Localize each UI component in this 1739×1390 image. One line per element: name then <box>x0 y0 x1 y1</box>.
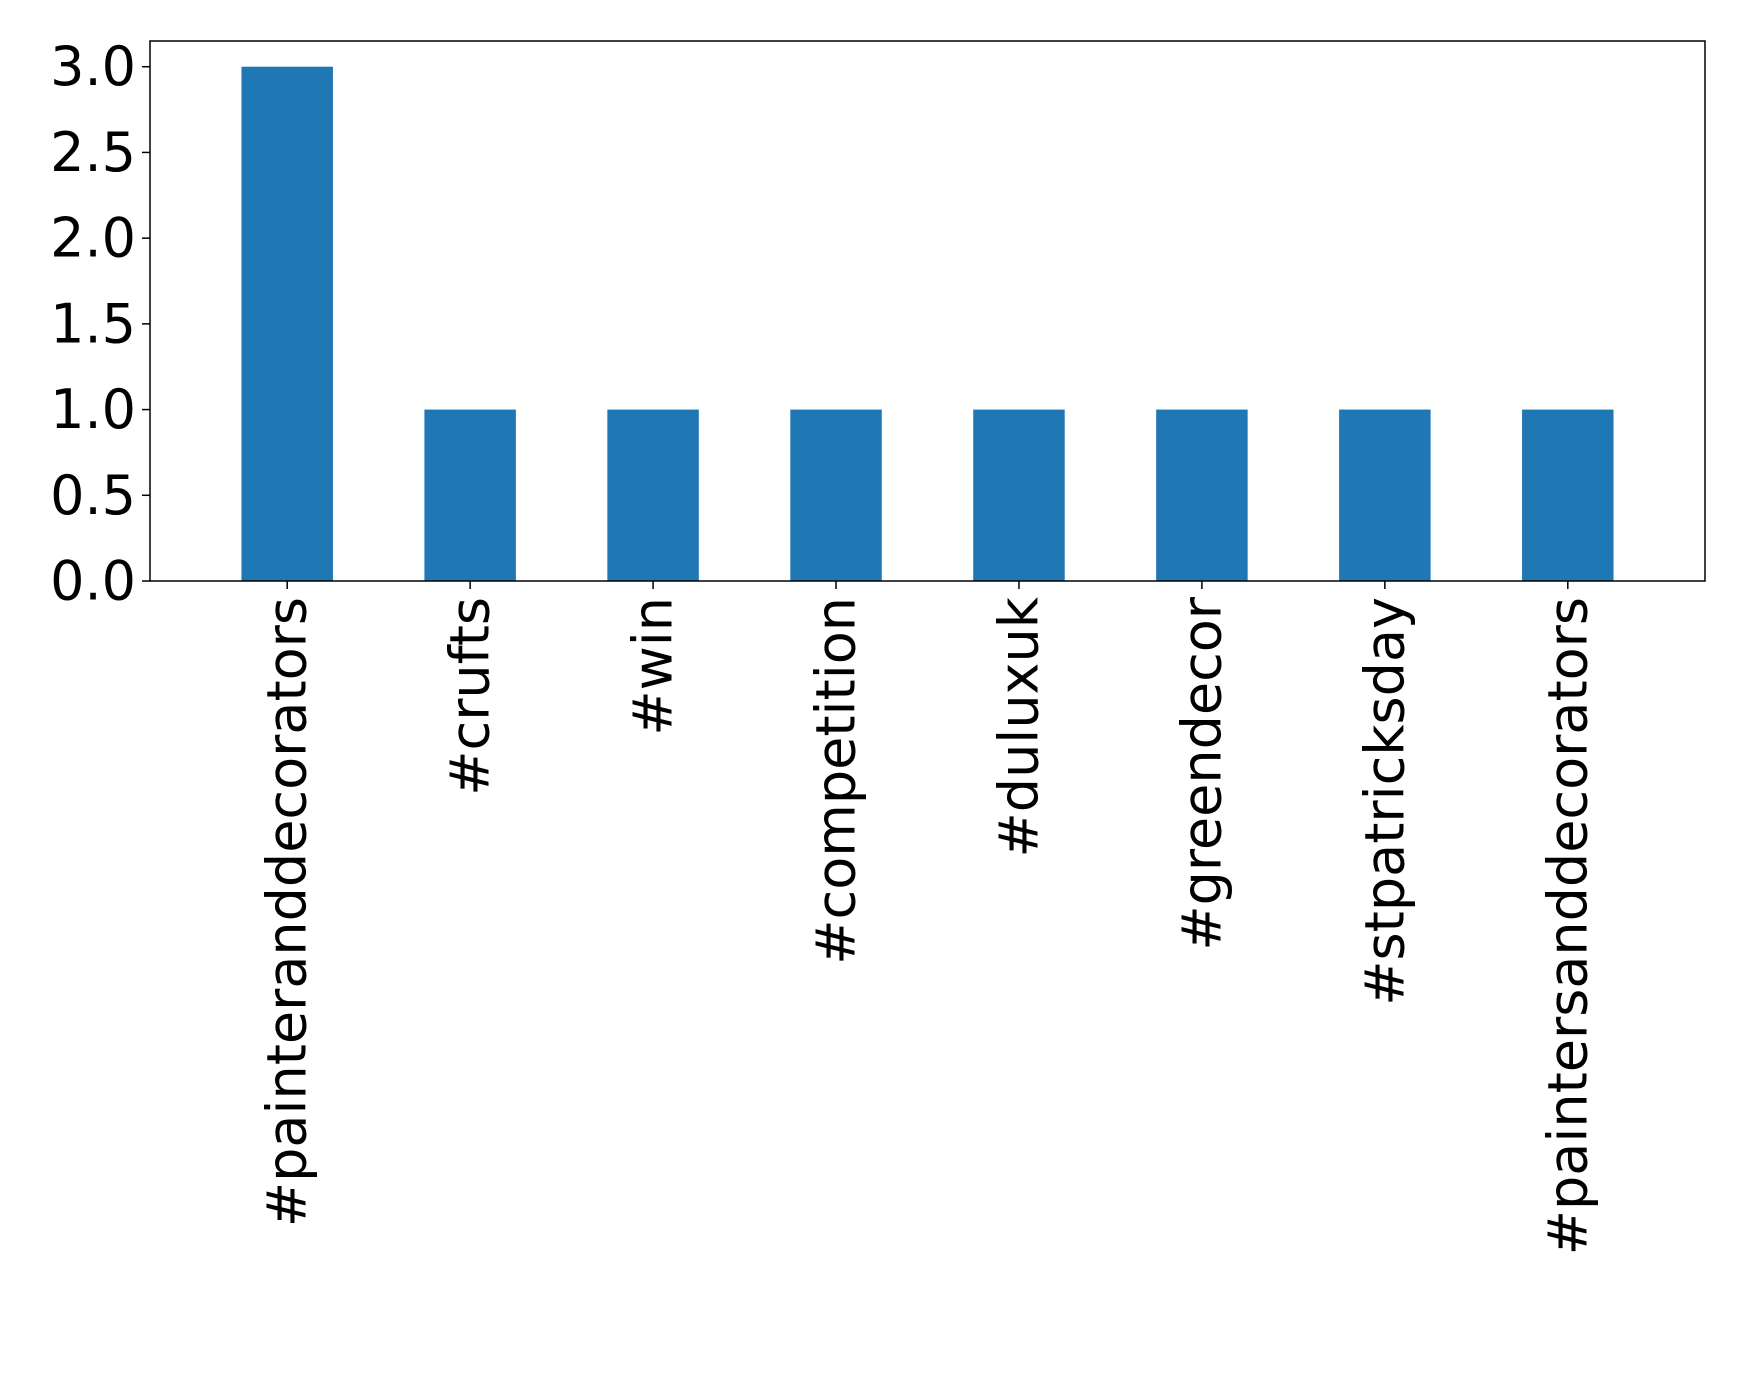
x-tick-label: #competition <box>805 597 868 965</box>
bar-duluxuk <box>973 409 1065 581</box>
bar-stpatricksday <box>1339 409 1431 581</box>
y-tick-label: 3.0 <box>50 35 136 98</box>
y-tick-label: 0.0 <box>50 550 136 613</box>
y-axis: 0.0 0.5 1.0 1.5 2.0 2.5 3.0 <box>50 35 150 613</box>
x-tick-label: #win <box>622 597 685 736</box>
bar-crufts <box>424 409 516 581</box>
y-tick-label: 0.5 <box>50 464 136 527</box>
bar-win <box>607 409 699 581</box>
y-tick-label: 2.0 <box>50 207 136 270</box>
x-tick-label: #greendecor <box>1170 596 1233 950</box>
plot-frame <box>149 40 1706 582</box>
x-tick-label: #duluxuk <box>987 596 1050 857</box>
bar-painteranddecorators <box>241 66 333 581</box>
bars-group <box>241 66 1614 581</box>
x-axis: #painteranddecorators #crufts #win #competi… <box>256 581 1599 1255</box>
bar-competition <box>790 409 882 581</box>
y-tick-label: 2.5 <box>50 121 136 184</box>
y-tick-label: 1.5 <box>50 292 136 355</box>
x-tick-label: #stpatricksday <box>1353 597 1416 1006</box>
bar-greendecor <box>1156 409 1248 581</box>
x-tick-label: #crufts <box>439 597 502 796</box>
x-tick-label: #painteranddecorators <box>256 597 319 1227</box>
bar-paintersanddecorators <box>1522 409 1614 581</box>
x-tick-label: #paintersanddecorators <box>1536 597 1599 1255</box>
y-tick-label: 1.0 <box>50 378 136 441</box>
